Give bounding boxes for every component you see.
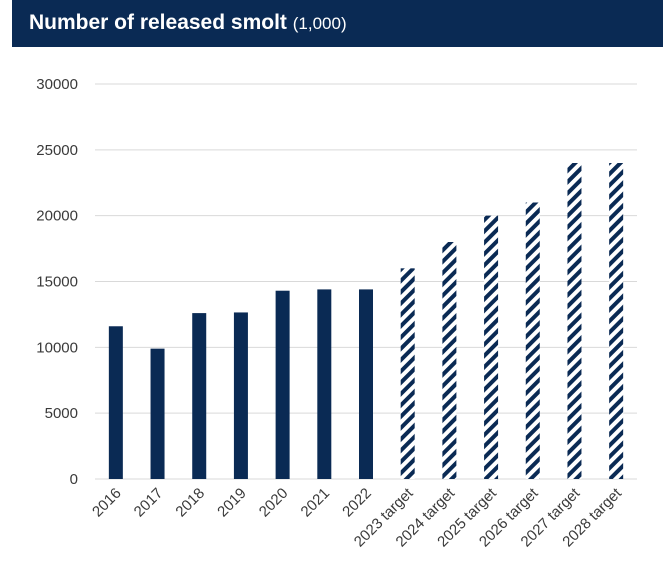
y-tick-label: 30000 [36, 76, 78, 93]
x-tick-label: 2017 [131, 485, 167, 521]
bar-2025-target [484, 215, 499, 479]
bar-2017 [150, 348, 165, 479]
bar-2021 [317, 289, 332, 479]
x-tick-label: 2022 [339, 485, 375, 521]
bar-2022 [359, 289, 373, 479]
y-axis-tick-labels: 0 5000 10000 15000 20000 25000 30000 [36, 76, 78, 488]
bar-2020 [275, 290, 290, 479]
bar-2019 [233, 312, 248, 479]
y-tick-label: 15000 [36, 274, 78, 291]
y-tick-label: 25000 [36, 142, 78, 159]
chart-title: Number of released smolt (1,000) [29, 11, 347, 35]
chart-title-bar: Number of released smolt (1,000) [12, 0, 663, 47]
x-tick-label: 2018 [172, 485, 208, 521]
bars [108, 163, 624, 479]
chart-title-unit: (1,000) [292, 14, 347, 33]
y-tick-label: 5000 [45, 405, 78, 422]
y-tick-label: 20000 [36, 208, 78, 225]
bar-2018 [192, 313, 207, 479]
x-tick-label: 2020 [256, 485, 292, 521]
bar-2024-target [442, 242, 457, 479]
y-tick-label: 0 [70, 471, 78, 488]
y-tick-label: 10000 [36, 339, 78, 356]
bar-2026-target [525, 202, 540, 479]
x-tick-label: 2019 [214, 485, 250, 521]
x-tick-label: 2016 [89, 485, 125, 521]
bar-2027-target [567, 163, 582, 479]
bar-2023-target [400, 268, 415, 479]
chart-title-main: Number of released smolt [29, 11, 287, 34]
bar-2028-target [609, 163, 624, 479]
x-tick-label: 2021 [298, 485, 334, 521]
bar-2016 [108, 326, 123, 479]
